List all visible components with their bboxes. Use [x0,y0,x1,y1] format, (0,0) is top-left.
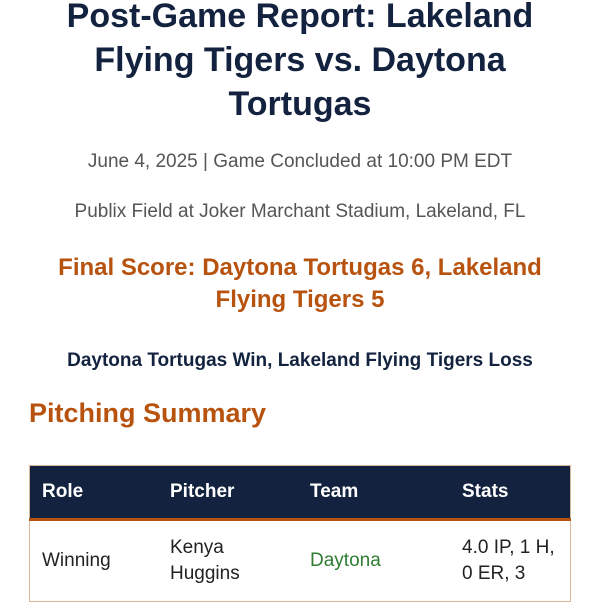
column-header-team: Team [298,465,450,521]
pitcher-cell: Kenya Huggins [170,537,240,584]
final-score: Final Score: Daytona Tortugas 6, Lakelan… [58,254,542,313]
column-header-pitcher: Pitcher [158,465,298,521]
game-result: Daytona Tortugas Win, Lakeland Flying Ti… [67,350,533,371]
stats-cell: 4.0 IP, 1 H, 0 ER, 3 [462,537,555,584]
role-cell: Winning [42,550,111,571]
pitching-summary-heading: Pitching Summary [29,398,267,428]
team-cell: Daytona [310,550,381,571]
venue: Publix Field at Joker Marchant Stadium, … [74,201,526,222]
column-header-stats: Stats [450,465,571,521]
table-row: Winning Kenya Huggins Daytona 4.0 IP, 1 … [30,520,571,602]
page-title: Post-Game Report: Lakeland Flying Tigers… [66,0,534,123]
pitching-table: Role Pitcher Team Stats Winning Kenya Hu… [29,465,571,602]
column-header-role: Role [29,465,158,521]
table-header-row: Role Pitcher Team Stats [29,465,571,521]
date-line: June 4, 2025 | Game Concluded at 10:00 P… [87,151,513,172]
